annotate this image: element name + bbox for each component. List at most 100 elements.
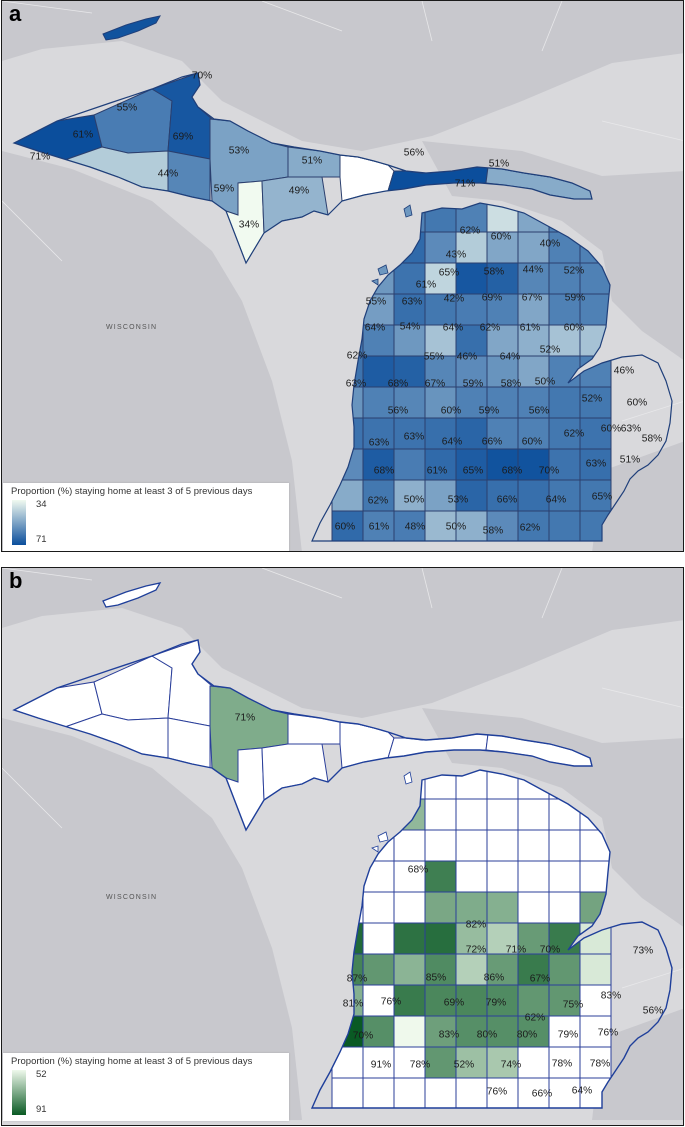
county-label: 67% bbox=[530, 974, 550, 985]
county-shape bbox=[393, 417, 426, 450]
county-shape bbox=[362, 355, 395, 388]
county-label: 76% bbox=[598, 1028, 618, 1039]
county-label: 59% bbox=[463, 379, 483, 390]
county-label: 51% bbox=[489, 159, 509, 170]
county-shape bbox=[331, 1046, 364, 1079]
county-label: 64% bbox=[442, 437, 462, 448]
county-shape bbox=[362, 1077, 395, 1108]
county-label: 67% bbox=[425, 379, 445, 390]
county-label: 62% bbox=[480, 323, 500, 334]
legend-max-a: 71 bbox=[36, 534, 47, 545]
county-label: 50% bbox=[404, 495, 424, 506]
county-shape bbox=[331, 860, 364, 893]
county-label: 79% bbox=[486, 998, 506, 1009]
county-label: 64% bbox=[572, 1086, 592, 1097]
county-shape bbox=[93, 655, 173, 721]
county-label: 53% bbox=[448, 495, 468, 506]
county-shape bbox=[331, 829, 364, 862]
county-label: 61% bbox=[73, 130, 93, 141]
panel_a-county-labels: 70% 55% 61% 69% 71% 53% 44% 59% 34% 51% 49% 56% 51% 7… bbox=[30, 71, 662, 537]
county-shape bbox=[331, 1077, 364, 1108]
legend-max-b: 91 bbox=[36, 1104, 47, 1115]
county-shape bbox=[331, 231, 364, 264]
county-shape bbox=[548, 1015, 581, 1048]
county-shape bbox=[393, 922, 426, 955]
county-shape bbox=[424, 798, 457, 831]
county-shape bbox=[517, 1077, 550, 1108]
county-label: 52% bbox=[540, 345, 560, 356]
county-shape bbox=[579, 891, 612, 924]
county-label: 72% bbox=[466, 945, 486, 956]
michigan-map-a: 70% 55% 61% 69% 71% 53% 44% 59% 34% 51% 49% 56% 51% 7… bbox=[2, 1, 683, 551]
county-shape bbox=[455, 860, 488, 893]
county-shape bbox=[331, 891, 364, 924]
county-shape bbox=[517, 798, 550, 831]
county-shape bbox=[455, 479, 488, 512]
county-label: 68% bbox=[388, 379, 408, 390]
county-shape bbox=[517, 448, 550, 481]
county-shape bbox=[455, 829, 488, 862]
panel-letter-a: a bbox=[9, 1, 22, 26]
county-polygons bbox=[331, 203, 612, 541]
county-shape bbox=[548, 860, 581, 893]
county-label: 80% bbox=[517, 1030, 537, 1041]
county-shape bbox=[548, 798, 581, 831]
county-shape bbox=[455, 922, 488, 955]
county-shape bbox=[393, 1015, 426, 1048]
county-shape bbox=[362, 798, 395, 831]
isle-royale bbox=[102, 582, 162, 608]
county-label: 76% bbox=[487, 1087, 507, 1098]
county-shape bbox=[331, 479, 364, 512]
county-shape bbox=[424, 953, 457, 986]
county-shape bbox=[424, 1015, 457, 1048]
county-shape bbox=[424, 770, 457, 800]
county-shape bbox=[579, 860, 612, 893]
county-label: 55% bbox=[424, 352, 444, 363]
county-label: 60% bbox=[335, 522, 355, 533]
county-shape bbox=[517, 891, 550, 924]
county-label: 46% bbox=[457, 352, 477, 363]
county-shape bbox=[362, 953, 395, 986]
wisconsin-label-b: WISCONSIN bbox=[106, 894, 158, 901]
county-shape bbox=[393, 1046, 426, 1079]
county-label: 63% bbox=[586, 459, 606, 470]
county-label: 71% bbox=[30, 152, 50, 163]
county-shape bbox=[486, 860, 519, 893]
county-label: 58% bbox=[483, 526, 503, 537]
legend-title-b: Proportion (%) staying home at least 3 o… bbox=[11, 1056, 253, 1067]
county-label: 79% bbox=[558, 1030, 578, 1041]
county-shape bbox=[362, 479, 395, 512]
county-label: 66% bbox=[497, 495, 517, 506]
wisconsin-label-a: WISCONSIN bbox=[106, 324, 158, 331]
county-shape bbox=[455, 510, 488, 541]
county-label: 52% bbox=[582, 394, 602, 405]
county-shape bbox=[455, 262, 488, 295]
county-label: 71% bbox=[506, 945, 526, 956]
county-label: 80% bbox=[477, 1030, 497, 1041]
county-shape bbox=[393, 829, 426, 862]
county-label: 64% bbox=[365, 323, 385, 334]
county-label: 64% bbox=[500, 352, 520, 363]
county-shape bbox=[362, 510, 395, 541]
county-shape bbox=[362, 231, 395, 264]
water-grid-lines bbox=[2, 568, 683, 989]
county-shape bbox=[424, 829, 457, 862]
county-shape bbox=[517, 984, 550, 1017]
county-shape bbox=[548, 510, 581, 541]
legend-b: Proportion (%) staying home at least 3 o… bbox=[3, 1053, 289, 1121]
county-label: 42% bbox=[444, 294, 464, 305]
county-shape bbox=[486, 510, 519, 541]
county-shape bbox=[362, 262, 395, 295]
county-shape bbox=[331, 386, 364, 419]
county-shape bbox=[424, 984, 457, 1017]
county-shape bbox=[261, 743, 329, 801]
county-shape bbox=[579, 953, 612, 986]
county-shape bbox=[548, 984, 581, 1017]
legend-title-a: Proportion (%) staying home at least 3 o… bbox=[11, 486, 253, 497]
county-shape bbox=[455, 891, 488, 924]
county-label: 48% bbox=[405, 522, 425, 533]
county-shape bbox=[517, 510, 550, 541]
county-shape bbox=[579, 1015, 612, 1048]
county-label: 52% bbox=[564, 266, 584, 277]
county-label: 56% bbox=[388, 406, 408, 417]
